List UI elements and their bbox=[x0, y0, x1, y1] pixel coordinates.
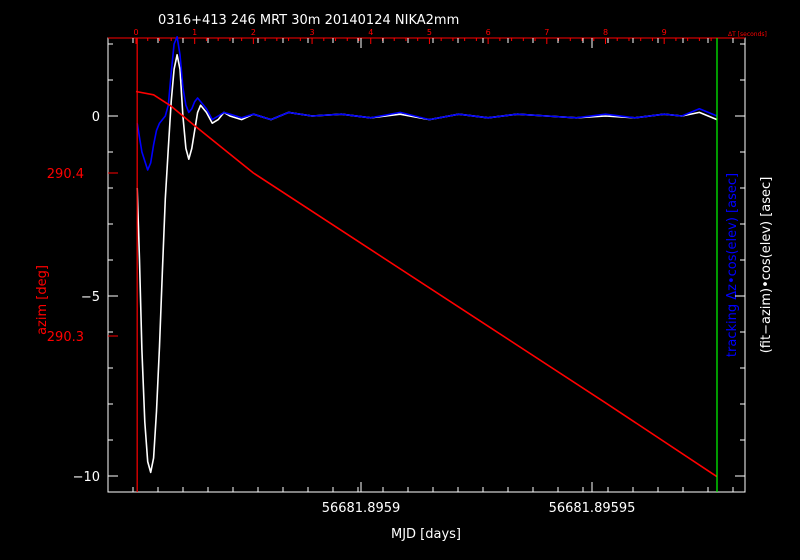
series-line-1 bbox=[136, 36, 718, 171]
azim-axis-label: azim [deg] bbox=[35, 265, 50, 335]
x-axis-label: MJD [days] bbox=[391, 527, 461, 542]
y-tick-label-1: −5 bbox=[81, 290, 100, 305]
top-tick-label-2: 2 bbox=[251, 28, 256, 37]
azim-tick-label-1: 290.3 bbox=[47, 330, 84, 345]
chart-title: 0316+413 246 MRT 30m 20140124 NIKA2mm bbox=[158, 13, 459, 28]
azim-tick-label-0: 290.4 bbox=[47, 167, 84, 182]
top-axis-label: ΔT [seconds] bbox=[728, 31, 767, 38]
top-tick-label-5: 5 bbox=[427, 28, 432, 37]
top-tick-label-7: 7 bbox=[544, 28, 549, 37]
top-tick-label-0: 0 bbox=[133, 28, 138, 37]
y-tick-label-0: 0 bbox=[92, 110, 100, 125]
y-tick-label-2: −10 bbox=[73, 470, 100, 485]
top-tick-label-9: 9 bbox=[662, 28, 667, 37]
tracking-axis-label: tracking Δz•cos(elev) [asec] bbox=[725, 173, 740, 357]
top-tick-label-4: 4 bbox=[368, 28, 373, 37]
top-tick-label-3: 3 bbox=[310, 28, 315, 37]
fit-axis-label: (fit−azim)•cos(elev) [asec] bbox=[759, 177, 774, 354]
top-tick-label-8: 8 bbox=[603, 28, 608, 37]
x-tick-label-0: 56681.8959 bbox=[322, 501, 401, 516]
top-tick-label-6: 6 bbox=[486, 28, 491, 37]
x-tick-label-1: 56681.89595 bbox=[549, 501, 636, 516]
top-tick-label-1: 1 bbox=[192, 28, 197, 37]
series-line-2 bbox=[135, 90, 718, 478]
